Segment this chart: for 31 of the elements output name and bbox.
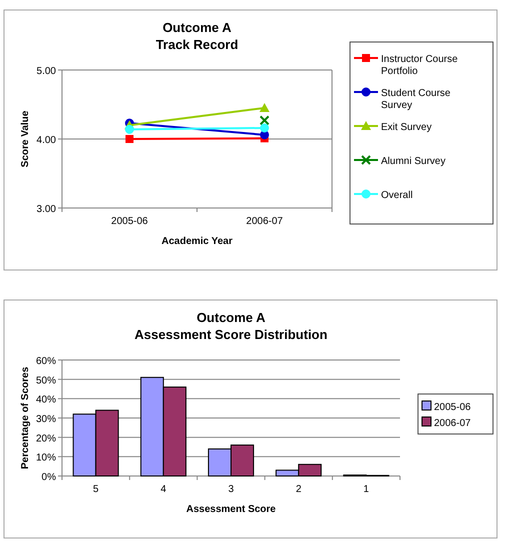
point <box>260 123 269 132</box>
legend-label: 2006-07 <box>434 418 472 429</box>
y-tick-label: 30% <box>36 414 56 425</box>
y-tick-label: 20% <box>36 433 56 444</box>
chart-title: Outcome A Assessment Score Distribution <box>134 310 328 342</box>
y-tick-label: 10% <box>36 452 56 464</box>
x-axis-title: Academic Year <box>162 236 233 247</box>
x-tick-label: 5 <box>93 484 100 495</box>
y-tick-label: 4.00 <box>36 135 56 146</box>
x-tick-label: 2 <box>296 484 302 495</box>
y-tick-label: 5.00 <box>36 66 56 77</box>
legend-label: Instructor Course Portfolio <box>381 54 458 77</box>
y-tick-label: 60% <box>36 356 56 367</box>
y-tick-label: 0% <box>42 472 56 483</box>
y-axis-title: Score Value <box>20 110 31 168</box>
y-tick-label: 3.00 <box>36 204 56 215</box>
legend-label: Exit Survey <box>381 122 432 133</box>
chart-title: Outcome A Track Record <box>156 20 238 52</box>
y-tick-label: 40% <box>36 394 56 406</box>
x-tick-label: 4 <box>160 484 167 495</box>
y-tick-label: 50% <box>36 375 56 386</box>
x-tick-label: 1 <box>363 484 370 495</box>
x-axis-title: Assessment Score <box>186 504 276 515</box>
x-tick-label: 3 <box>228 484 234 495</box>
legend-label: Student Course Survey <box>381 88 451 111</box>
legend-label: Alumni Survey <box>381 156 446 167</box>
legend-label: Overall <box>381 190 413 201</box>
legend-label: 2005-06 <box>434 402 472 413</box>
point <box>126 135 134 143</box>
y-axis-title: Percentage of Scores <box>20 366 31 470</box>
point <box>260 115 270 126</box>
